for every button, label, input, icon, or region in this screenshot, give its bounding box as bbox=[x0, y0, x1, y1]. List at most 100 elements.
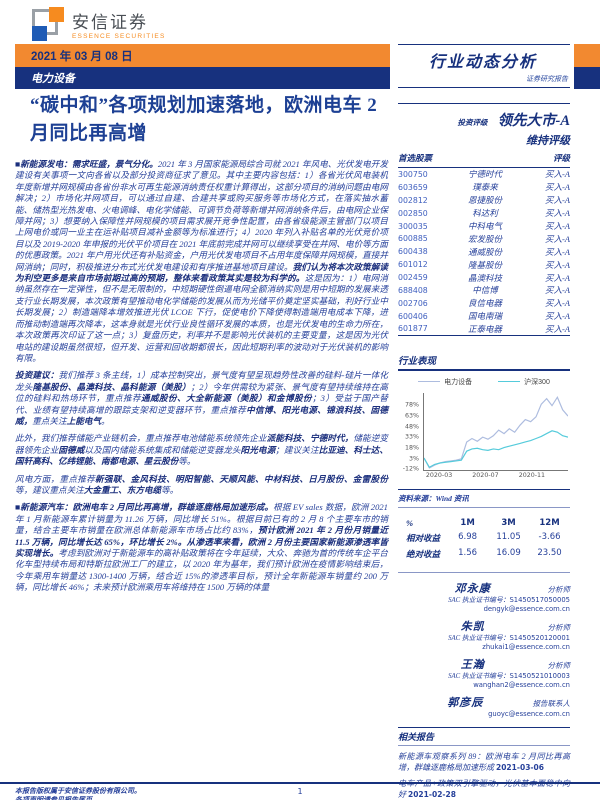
y-axis-labels: 78% 63% 48% 33% 18% 3% -12% bbox=[398, 393, 422, 473]
body-paragraph: 风电方面，重点推荐新强联、金风科技、明阳智能、天顺风能、中材科技、日月股份、金雷… bbox=[15, 474, 388, 497]
stock-code: 300035 bbox=[398, 221, 428, 231]
series-沪深300 bbox=[424, 429, 568, 468]
text: 等。 bbox=[178, 456, 196, 467]
corner-accent-navy bbox=[574, 67, 600, 89]
stock-name: 恩捷股份 bbox=[467, 195, 502, 206]
stock-rating: 买入-A bbox=[544, 182, 570, 193]
bold-text: 阳光电源 bbox=[240, 444, 276, 455]
analyst-name-row: 郭彦辰 报告联系人 bbox=[398, 694, 570, 710]
perf-row: 相对收益 6.98 11.05 -3.66 bbox=[398, 530, 570, 546]
text: ；2）今年供需较为紧张、景气度有望持续维持在高位的硅料和热场环节，重点推荐 bbox=[15, 381, 388, 404]
report-type: 行业动态分析 bbox=[428, 54, 537, 71]
stock-code: 600885 bbox=[398, 234, 428, 244]
stock-rating: 买入-A bbox=[544, 246, 570, 257]
footer-line2: 各项声明请参见报告尾页。 bbox=[15, 796, 99, 800]
stock-row: 002459 晶澳科技 买入-A bbox=[398, 271, 570, 284]
text: 以及国内储能系统集成和储能逆变器龙头 bbox=[84, 444, 241, 455]
corner-accent-orange bbox=[574, 44, 600, 67]
stock-name: 正泰电器 bbox=[467, 323, 502, 334]
stock-code: 600438 bbox=[398, 247, 428, 257]
series-电力设备 bbox=[424, 395, 568, 469]
analyst-sac-label: SAC 执业证书编号： bbox=[448, 672, 510, 680]
brand-logo: 安信证券 ESSENCE SECURITIES bbox=[30, 7, 165, 41]
analyst-name: 郭彦辰 bbox=[447, 696, 484, 709]
stock-row: 601012 隆基股份 买入-A bbox=[398, 258, 570, 271]
rating-value: 领先大市-A bbox=[497, 113, 571, 129]
analyst-sac-label: SAC 执业证书编号： bbox=[448, 634, 510, 642]
text: 风电方面，重点推荐 bbox=[15, 473, 95, 484]
stock-row: 002812 恩捷股份 买入-A bbox=[398, 194, 570, 207]
industry-performance-block: 行业表现 电力设备 沪深300 78% 63% 48% 33% 18% 3% -12% 202… bbox=[398, 353, 570, 508]
stock-rating: 买入-A bbox=[544, 208, 570, 219]
preferred-stocks-table: 首选股票 评级 300750 宁德时代 买入-A 603659 璞泰来 买入-A 00281… bbox=[398, 152, 570, 336]
analyst-name: 王瀚 bbox=[460, 658, 485, 671]
analyst-name-row: 王瀚 分析师 bbox=[398, 656, 570, 672]
analyst-sac: SAC 执业证书编号：S1450517050005 bbox=[398, 596, 570, 605]
essence-logo-icon bbox=[30, 7, 64, 41]
chart-title: 行业表现 bbox=[398, 353, 570, 371]
analyst-sac: SAC 执业证书编号：S1450521010003 bbox=[398, 672, 570, 681]
legend-label: 电力设备 bbox=[444, 378, 473, 386]
stock-code: 002459 bbox=[398, 273, 428, 283]
text: 考虑到欧洲对于新能源车的高补贴政策将在今年延续，大众、奔驰为首的传统车企平台化车… bbox=[15, 548, 388, 593]
stock-row: 300750 宁德时代 买入-A bbox=[398, 168, 570, 181]
legend-label: 沪深300 bbox=[524, 378, 550, 386]
analyst-email: dengyk@essence.com.cn bbox=[483, 604, 570, 613]
related-report: 新能源车观察系列 89：欧洲电车 2 月同比再高增，群雄逐鹿格局加速形成 202… bbox=[398, 751, 570, 773]
stock-name: 科达利 bbox=[472, 208, 498, 219]
stock-code: 002812 bbox=[398, 195, 428, 205]
footer-divider bbox=[0, 782, 600, 784]
analyst-sac-number: S1450521010003 bbox=[509, 671, 570, 680]
perf-header: 12M bbox=[539, 517, 560, 528]
y-tick-label: -12% bbox=[402, 465, 419, 473]
body-paragraph: ■新能源汽车：欧洲电车 2 月同比再高增，群雄逐鹿格局加速形成。根据 EV sa… bbox=[15, 502, 388, 593]
y-tick-label: 63% bbox=[405, 412, 419, 420]
bold-text: 预计欧洲 2021 年 2 月份月销量近 11.5 万辆，同比增长达 65%，环… bbox=[15, 525, 388, 558]
sidebar: 首选股票 评级 300750 宁德时代 买入-A 603659 璞泰来 买入-A 00281… bbox=[398, 152, 570, 800]
legend-swatch-icon bbox=[498, 380, 521, 383]
page-number: 1 bbox=[297, 787, 303, 796]
analyst-role: 分析师 bbox=[547, 622, 571, 632]
stock-row: 300035 中科电气 买入-A bbox=[398, 220, 570, 233]
stock-code: 601877 bbox=[398, 324, 428, 334]
perf-header: 1M bbox=[460, 517, 475, 528]
text: 根据 EV sales 数据，欧洲 2021 年 1 月新能源车累计销量为 11… bbox=[15, 502, 388, 536]
stock-name: 璞泰来 bbox=[472, 182, 498, 193]
x-tick-label: 2020-11 bbox=[518, 471, 545, 479]
brand-name-cn: 安信证券 bbox=[72, 13, 148, 32]
related-report-date: 2021-02-28 bbox=[408, 789, 456, 799]
analyst-role: 报告联系人 bbox=[532, 698, 571, 708]
perf-value: 11.05 bbox=[496, 531, 521, 542]
perf-value: 16.09 bbox=[496, 547, 521, 558]
report-type-box: 行业动态分析 证券研究报告 bbox=[398, 44, 570, 88]
stock-row: 688408 中信博 买入-A bbox=[398, 284, 570, 297]
analyst: 郭彦辰 报告联系人 guoyc@essence.com.cn bbox=[398, 694, 570, 719]
performance-table: % 1M 3M 12M 相对收益 6.98 11.05 -3.66 绝对收益 1.56 16.09 2… bbox=[398, 516, 570, 562]
analyst: 朱凯 分析师 SAC 执业证书编号：S1450520120001 zhukai1@es… bbox=[398, 618, 570, 652]
stock-rating: 买入-A bbox=[544, 323, 570, 334]
perf-value: 6.98 bbox=[458, 531, 478, 542]
text: 此外，我们推荐储能产业链机会，重点推荐电池储能系统领先企业 bbox=[15, 433, 267, 444]
stock-rating: 买入-A bbox=[544, 233, 570, 244]
text: ；建议关注 bbox=[275, 444, 319, 455]
stock-row: 002706 良信电器 买入-A bbox=[398, 297, 570, 310]
stock-name: 通威股份 bbox=[467, 246, 502, 257]
text: 我们推荐 3 条主线，1）成本控制突出，景气度有望呈现趋势性改善的硅料-硅片一体… bbox=[15, 370, 388, 392]
perf-header: 3M bbox=[501, 517, 516, 528]
related-report-title: 新能源车观察系列 89：欧洲电车 2 月同比再高增，群雄逐鹿格局加速形成 bbox=[398, 751, 570, 772]
y-tick-label: 18% bbox=[405, 444, 419, 452]
related-report-date: 2021-03-06 bbox=[496, 762, 544, 772]
bold-text: 我们认为将本次政策解读为利空更多是来自市场前期过高的预期，整体来看政策其实是较为… bbox=[15, 261, 388, 284]
body-paragraph: 投资建议：我们推荐 3 条主线，1）成本控制突出，景气度有望呈现趋势性改善的硅料… bbox=[15, 370, 388, 427]
analyst-role: 分析师 bbox=[547, 584, 571, 594]
stock-name: 宁德时代 bbox=[467, 169, 502, 180]
data-source: 资料来源：Wind 资讯 bbox=[398, 488, 570, 508]
bold-text: 新强联、金风科技、明阳智能、天顺风能、中材科技、日月股份、金雷股份 bbox=[95, 473, 388, 484]
text: 2021 年 3 月国家能源局综合司就 2021 年风电、光伏发电开发建设有关事… bbox=[15, 159, 388, 272]
analyst-name: 邓永康 bbox=[454, 582, 491, 595]
analyst-email: wanghan2@essence.com.cn bbox=[473, 680, 570, 689]
analyst-sac-label: SAC 执业证书编号： bbox=[448, 596, 510, 604]
rating-box: 投资评级 领先大市-A 维持评级 bbox=[398, 103, 570, 148]
text: ；3）受益于国产替代、业绩有望持续高增的跟踪支架和逆变器环节，重点推荐 bbox=[15, 393, 388, 415]
text: 。 bbox=[100, 415, 110, 426]
